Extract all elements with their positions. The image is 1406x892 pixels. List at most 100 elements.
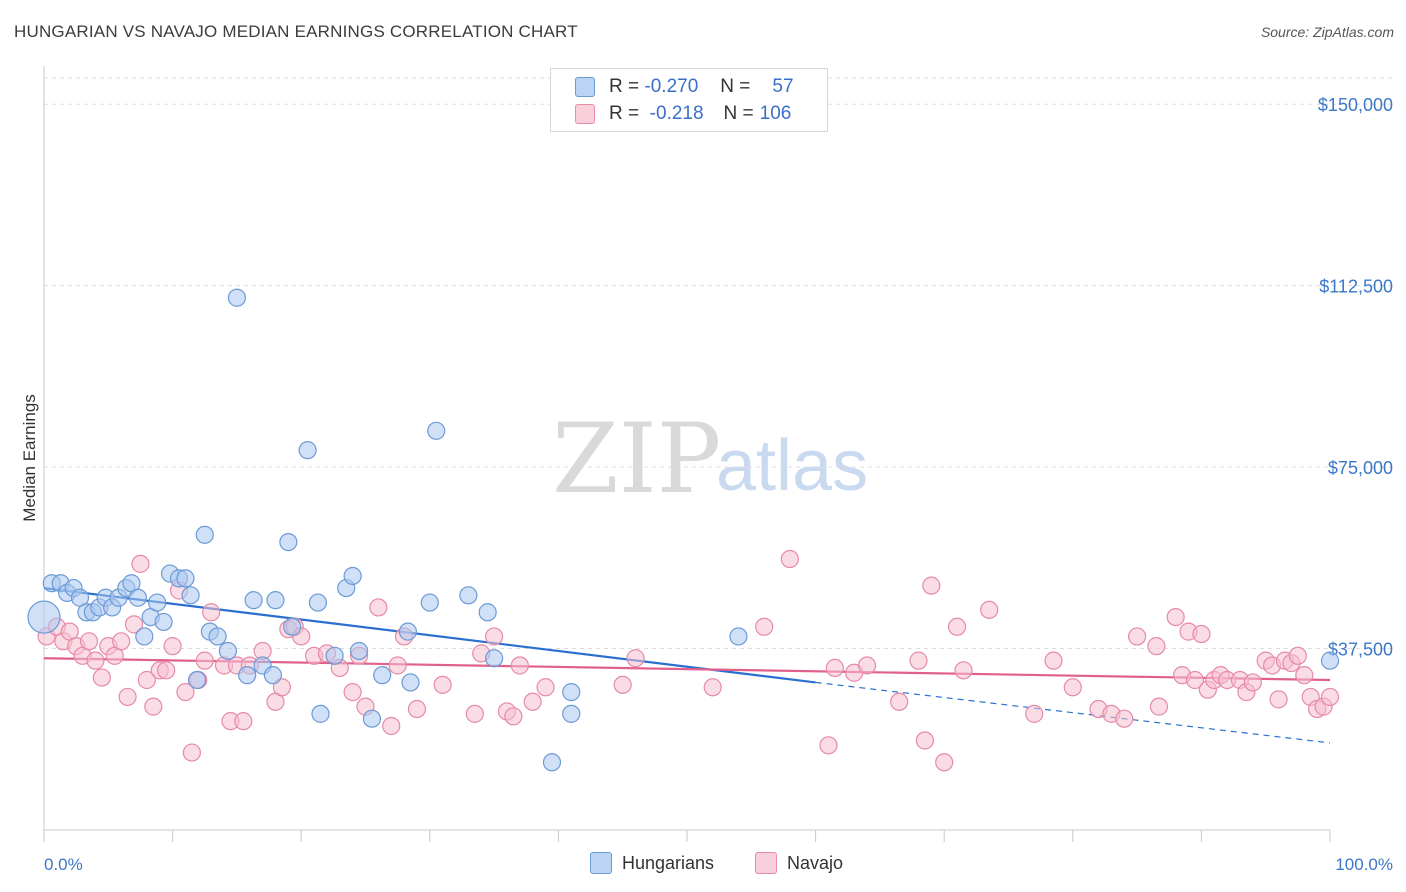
point-navajo (947, 617, 967, 636)
point-hungarians (283, 617, 302, 636)
point-navajo (909, 651, 928, 670)
chart-source: Source: ZipAtlas.com (1260, 24, 1394, 40)
point-hungarians (398, 622, 418, 641)
point-navajo (92, 668, 111, 687)
point-hungarians (266, 591, 285, 610)
point-navajo (510, 656, 529, 675)
point-navajo (922, 576, 941, 595)
point-navajo (131, 554, 150, 573)
series-legend: Hungarians Navajo (0, 852, 1406, 876)
point-navajo (1115, 709, 1134, 728)
point-hungarians (729, 627, 748, 646)
y-tick-label: $150,000 (1318, 95, 1393, 115)
point-hungarians (308, 593, 328, 612)
point-navajo (1192, 624, 1211, 644)
point-navajo (523, 692, 542, 711)
y-tick-label: $75,000 (1328, 458, 1393, 478)
point-navajo (780, 549, 799, 569)
point-hungarians (325, 646, 344, 665)
point-navajo (1295, 666, 1314, 685)
point-navajo (1044, 651, 1063, 670)
data-points (27, 288, 1340, 772)
point-navajo (857, 656, 877, 675)
point-navajo (819, 736, 838, 755)
point-hungarians (343, 566, 362, 586)
y-tick-label: $37,500 (1328, 640, 1393, 660)
y-tick-labels: $37,500 $75,000 $112,500 $150,000 (1318, 95, 1393, 659)
point-navajo (388, 656, 407, 675)
axes (43, 66, 1331, 842)
point-hungarians (401, 673, 420, 692)
point-navajo (536, 678, 555, 697)
point-navajo (703, 678, 722, 697)
point-hungarians (135, 627, 154, 646)
point-navajo (137, 670, 156, 690)
zipatlas-watermark: ZIP atlas (552, 403, 868, 515)
point-hungarians (208, 627, 227, 646)
point-navajo (163, 637, 182, 656)
chart-title: HUNGARIAN VS NAVAJO MEDIAN EARNINGS CORR… (14, 22, 578, 41)
point-navajo (124, 615, 144, 634)
x-tick-label-min: 0.0% (44, 855, 83, 874)
point-navajo (626, 649, 645, 668)
legend-label-hungarians: Hungarians (622, 852, 715, 873)
point-navajo (118, 687, 137, 707)
legend-n-label: N = (720, 76, 751, 97)
point-hungarians (1320, 651, 1340, 670)
point-navajo (202, 603, 221, 622)
point-hungarians (562, 704, 581, 723)
watermark-atlas: atlas (716, 426, 868, 506)
point-navajo (613, 675, 632, 694)
point-hungarians (195, 525, 214, 544)
point-navajo (382, 716, 401, 736)
point-hungarians (187, 670, 207, 690)
point-navajo (980, 600, 999, 619)
point-navajo (1166, 607, 1185, 627)
point-navajo (176, 682, 195, 702)
point-hungarians (362, 709, 382, 728)
y-tick-label: $112,500 (1319, 277, 1393, 297)
legend-row-hungarians: R = -0.270 N = 57 (575, 74, 794, 100)
legend-item-hungarians[interactable]: Hungarians (590, 852, 714, 874)
point-navajo (1269, 690, 1288, 709)
legend-swatch-navajo (755, 852, 777, 874)
point-hungarians (427, 421, 446, 440)
point-hungarians (238, 666, 257, 685)
point-hungarians (373, 666, 392, 685)
point-navajo (112, 632, 131, 651)
point-navajo (465, 704, 484, 723)
legend-n-label: N = (723, 103, 754, 124)
point-navajo (755, 617, 774, 636)
point-navajo (234, 712, 253, 731)
y-axis-label: Median Earnings (20, 394, 39, 522)
point-hungarians (27, 600, 61, 634)
legend-item-navajo[interactable]: Navajo (755, 852, 843, 874)
point-navajo (1185, 670, 1205, 690)
grid-lines (44, 77, 1395, 650)
point-navajo (1320, 687, 1340, 707)
point-navajo (1063, 678, 1082, 697)
point-navajo (195, 651, 214, 670)
point-hungarians (176, 569, 195, 588)
point-navajo (407, 699, 427, 719)
point-navajo (1127, 627, 1147, 646)
point-navajo (1147, 637, 1166, 656)
point-hungarians (478, 603, 497, 622)
legend-r-label: R = (609, 76, 640, 97)
legend-swatch-hungarians (590, 852, 612, 874)
point-hungarians (459, 586, 478, 605)
point-navajo (915, 731, 935, 750)
legend-r-label: R = (609, 103, 640, 124)
point-hungarians (349, 641, 369, 661)
legend-label-navajo: Navajo (787, 852, 844, 873)
legend-n-value: 57 (772, 76, 794, 97)
legend-swatch-navajo (575, 104, 595, 124)
legend-r-value: -0.270 (644, 76, 699, 97)
point-hungarians (263, 666, 283, 685)
point-hungarians (311, 704, 330, 723)
point-hungarians (181, 586, 200, 605)
point-hungarians (227, 288, 246, 307)
point-hungarians (148, 593, 167, 612)
point-hungarians (244, 591, 263, 610)
